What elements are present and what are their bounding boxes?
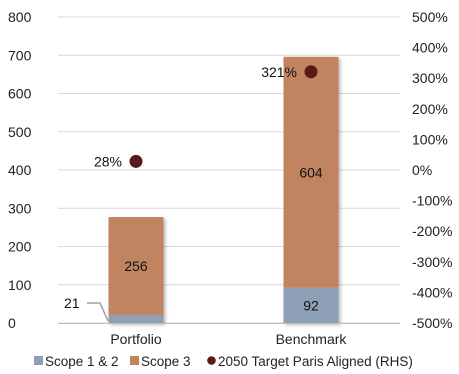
data-label: 256 [124, 258, 148, 274]
bar-stack-benchmark [283, 56, 339, 323]
category-label: Benchmark [276, 331, 348, 347]
callouts: 21 [64, 295, 109, 322]
legend-swatch-scope-3 [130, 356, 139, 365]
target-label: 321% [261, 64, 297, 80]
y2-tick-label: 500% [412, 9, 448, 25]
y2-tick-label: -300% [412, 254, 452, 270]
bar-scope-3-portfolio [108, 217, 164, 315]
target-point-benchmark [304, 65, 318, 79]
legend-label: Scope 3 [141, 354, 191, 369]
y-tick-label: 0 [8, 315, 16, 331]
category-label: Portfolio [110, 331, 162, 347]
legend-swatch-2050-target-paris-aligned-rhs [207, 356, 216, 365]
bar-scope-1-2-portfolio [108, 314, 164, 323]
y2-tick-label: -100% [412, 193, 452, 209]
data-label: 604 [299, 164, 323, 180]
data-label: 21 [64, 295, 80, 311]
bars: 256 92 604 [108, 56, 339, 323]
target-point-portfolio [129, 154, 143, 168]
y2-tick-label: -200% [412, 223, 452, 239]
target-label: 28% [94, 153, 122, 169]
y-tick-label: 300 [8, 200, 32, 216]
y2-tick-label: 300% [412, 70, 448, 86]
y-tick-label: 200 [8, 239, 32, 255]
y2-tick-label: -400% [412, 284, 452, 300]
legend-label: 2050 Target Paris Aligned (RHS) [218, 354, 413, 369]
bar-stack-portfolio [108, 217, 164, 323]
y-tick-label: 600 [8, 86, 32, 102]
data-label: 92 [303, 297, 319, 313]
legend: Scope 1 & 2 Scope 3 2050 Target Paris Alig… [34, 354, 413, 369]
y-tick-label: 100 [8, 277, 32, 293]
y2-tick-label: 200% [412, 101, 448, 117]
target-points: 28% 321% [94, 64, 318, 169]
bar-scope-3-benchmark [283, 56, 339, 288]
y2-tick-label: 0% [412, 162, 432, 178]
y-tick-label: 500 [8, 124, 32, 140]
left-axis: 0 100 200 300 400 500 600 700 800 [8, 9, 32, 331]
right-axis: -500% -400% -300% -200% -100% 0% 100% 200% 300% 4… [412, 9, 452, 331]
y-tick-label: 800 [8, 9, 32, 25]
y-tick-label: 700 [8, 47, 32, 63]
y2-tick-label: -500% [412, 315, 452, 331]
callout-line [87, 302, 109, 322]
y-tick-label: 400 [8, 162, 32, 178]
bar-scope-1-2-benchmark [283, 287, 339, 323]
legend-label: Scope 1 & 2 [45, 354, 119, 369]
y2-tick-label: 100% [412, 131, 448, 147]
y2-tick-label: 400% [412, 40, 448, 56]
category-axis: Portfolio Benchmark [58, 323, 400, 347]
legend-swatch-scope-1-2 [34, 356, 43, 365]
